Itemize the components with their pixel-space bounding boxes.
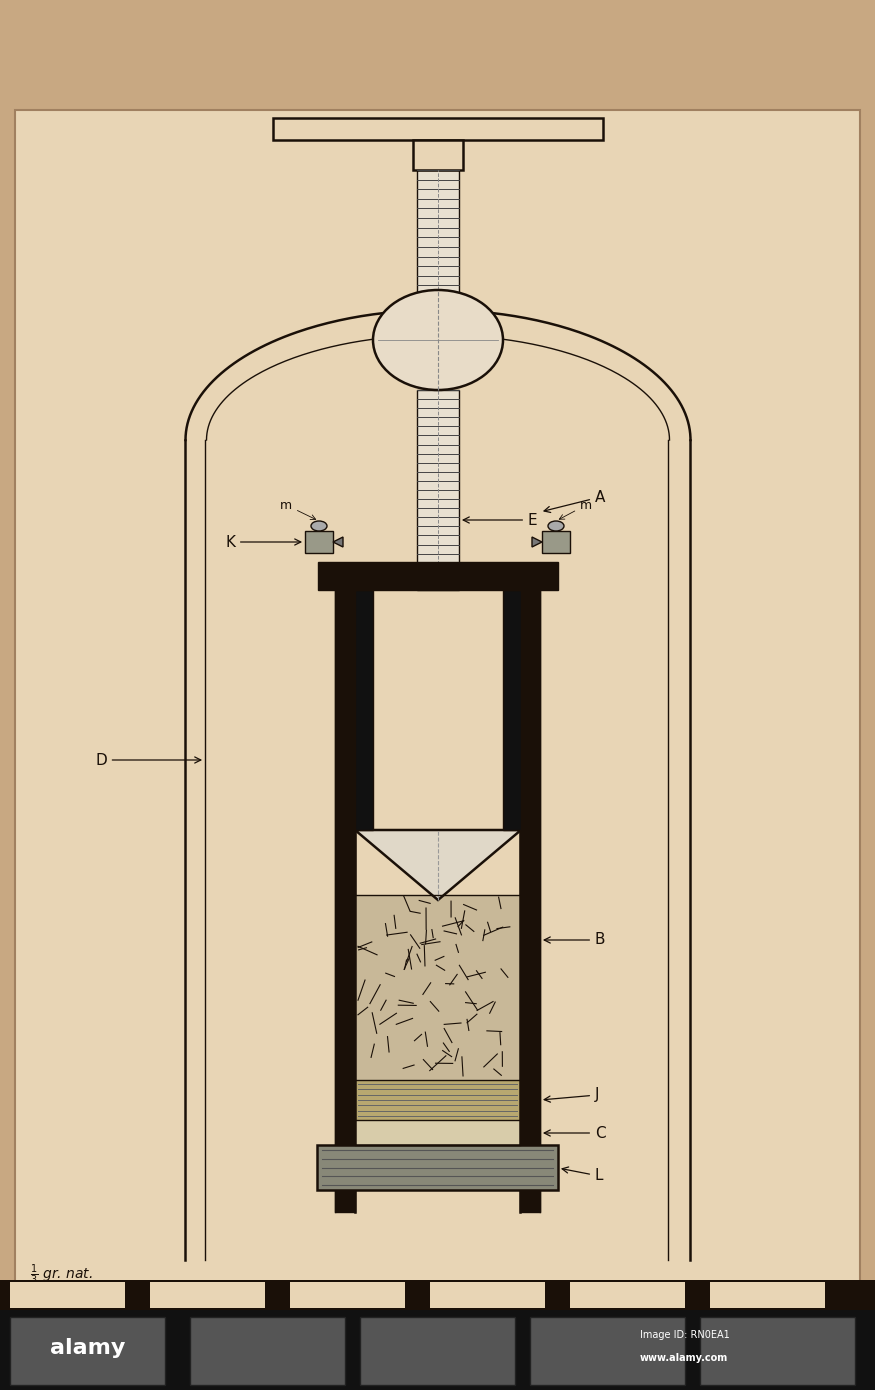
Polygon shape [333, 537, 343, 548]
Bar [190, 1316, 345, 1384]
Bar [10, 1316, 165, 1384]
Bar [520, 589, 540, 1212]
Bar [355, 1080, 520, 1120]
Bar [15, 110, 860, 1309]
Polygon shape [532, 537, 542, 548]
Ellipse shape [373, 291, 503, 391]
Ellipse shape [311, 521, 327, 531]
Text: alamy: alamy [50, 1339, 125, 1358]
Bar [530, 1316, 685, 1384]
Bar [413, 140, 463, 170]
Ellipse shape [548, 521, 564, 531]
Text: A: A [544, 489, 606, 513]
Text: E: E [463, 513, 537, 527]
Text: B: B [544, 933, 606, 948]
Bar [10, 1282, 125, 1308]
Bar [417, 391, 459, 589]
Text: D: D [95, 752, 201, 767]
Bar [318, 562, 558, 589]
Text: C: C [544, 1126, 606, 1141]
Bar [0, 1309, 875, 1390]
Bar [503, 589, 521, 830]
Bar [355, 895, 520, 1080]
Bar [700, 1316, 855, 1384]
Bar [355, 1120, 520, 1145]
Text: $\frac{1}{3}$ gr. nat.: $\frac{1}{3}$ gr. nat. [30, 1264, 93, 1287]
Bar [0, 1280, 875, 1309]
Bar [290, 1282, 405, 1308]
Polygon shape [355, 830, 521, 899]
Text: m: m [559, 499, 592, 520]
Bar [430, 1282, 545, 1308]
Text: K: K [225, 535, 301, 549]
Bar [355, 589, 373, 830]
Text: L: L [562, 1168, 604, 1183]
Bar [150, 1282, 265, 1308]
Bar [360, 1316, 515, 1384]
Bar [317, 1145, 558, 1190]
Bar [570, 1282, 685, 1308]
Bar [417, 170, 459, 295]
Bar [710, 1282, 825, 1308]
Bar [335, 589, 355, 1212]
Text: J: J [544, 1087, 599, 1102]
Text: www.alamy.com: www.alamy.com [640, 1352, 728, 1364]
Text: Image ID: RN0EA1: Image ID: RN0EA1 [640, 1330, 730, 1340]
Bar [273, 118, 603, 140]
Bar [305, 531, 333, 553]
Bar [542, 531, 570, 553]
Text: m: m [280, 499, 316, 520]
